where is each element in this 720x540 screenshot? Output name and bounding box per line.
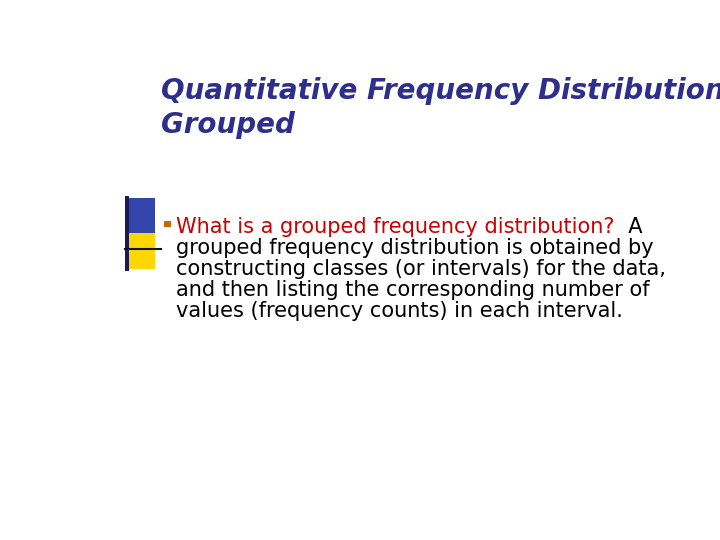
Text: constructing classes (or intervals) for the data,: constructing classes (or intervals) for … xyxy=(176,259,667,279)
Text: Quantitative Frequency Distributions --
Grouped: Quantitative Frequency Distributions -- … xyxy=(161,77,720,139)
Bar xyxy=(128,233,155,268)
Bar xyxy=(128,241,149,268)
Text: values (frequency counts) in each interval.: values (frequency counts) in each interv… xyxy=(176,301,624,321)
Text: A: A xyxy=(615,217,642,237)
Text: grouped frequency distribution is obtained by: grouped frequency distribution is obtain… xyxy=(176,238,654,258)
Bar xyxy=(125,196,129,271)
Bar xyxy=(163,221,171,227)
Bar xyxy=(128,198,155,233)
Text: What is a grouped frequency distribution?: What is a grouped frequency distribution… xyxy=(176,217,615,237)
Text: and then listing the corresponding number of: and then listing the corresponding numbe… xyxy=(176,280,650,300)
